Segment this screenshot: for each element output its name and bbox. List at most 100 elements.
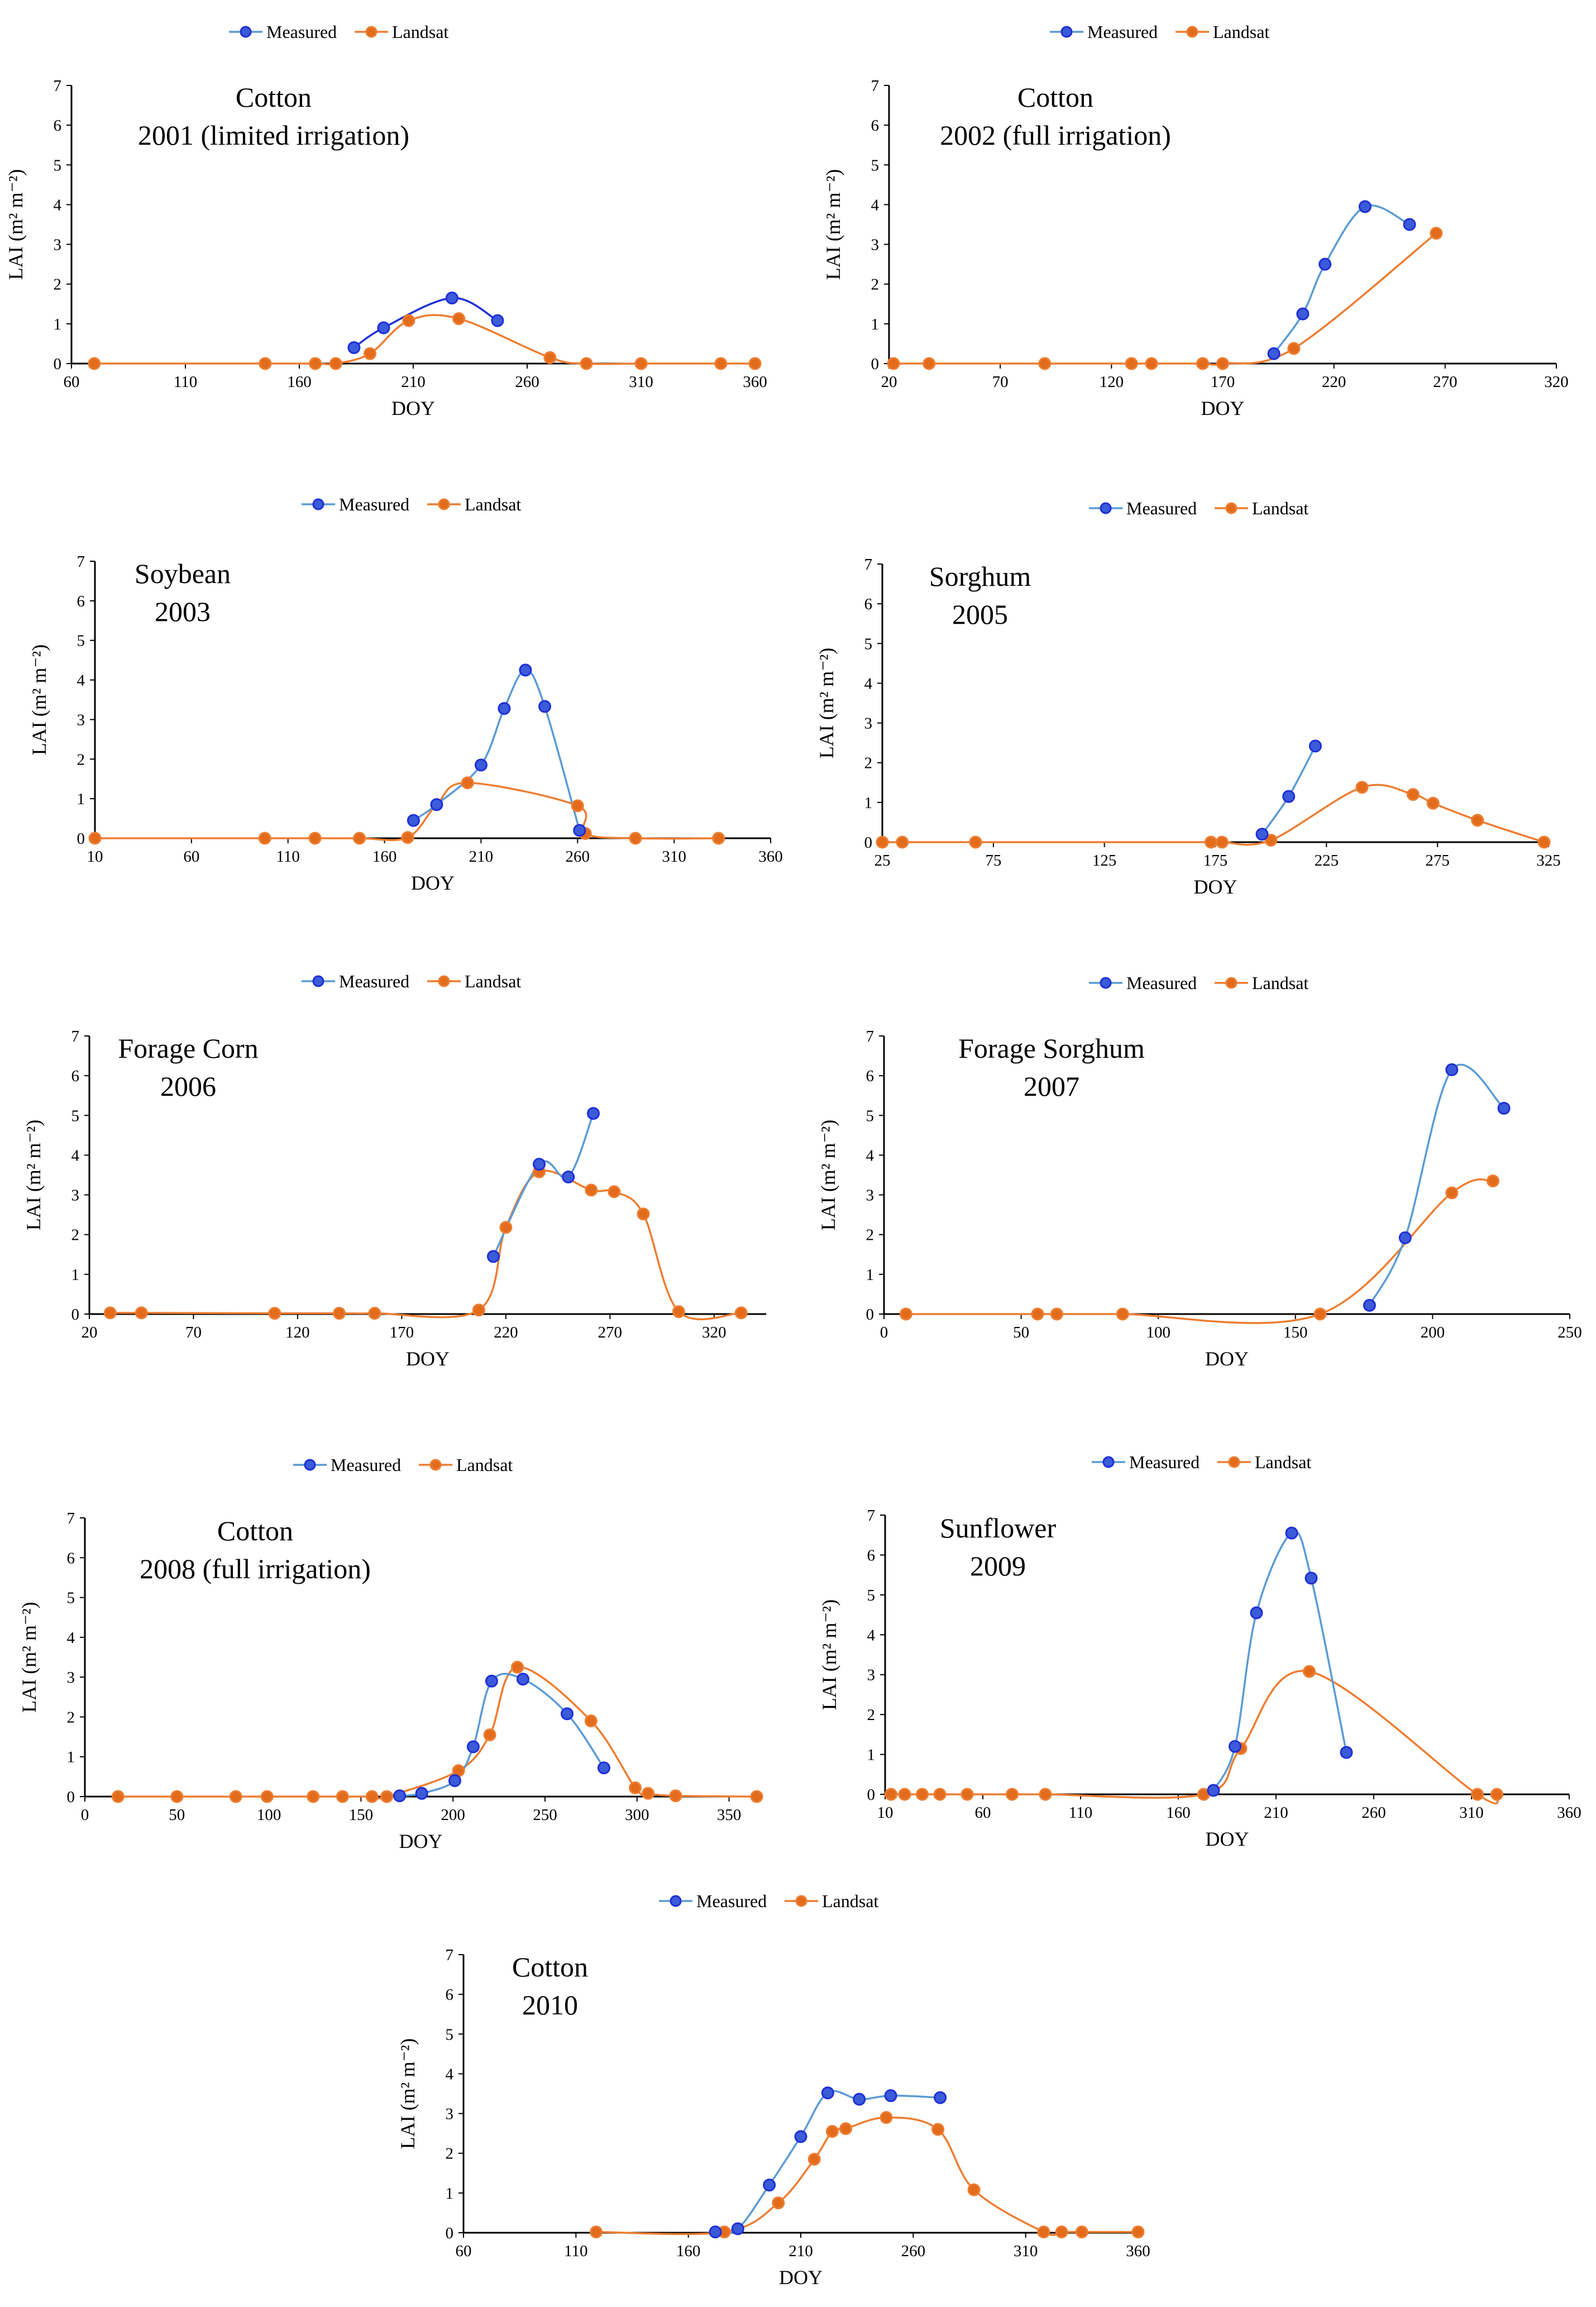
landsat-data-point xyxy=(899,1307,912,1321)
measured-data-point xyxy=(1358,200,1372,213)
landsat-data-point xyxy=(260,1790,274,1803)
y-tick-label: 5 xyxy=(54,156,62,174)
x-tick-label: 275 xyxy=(1425,852,1450,870)
x-tick-label: 0 xyxy=(81,1806,89,1824)
y-tick-label: 0 xyxy=(867,1786,876,1804)
measured-data-point xyxy=(1340,1746,1353,1759)
legend-landsat-label: Landsat xyxy=(822,1891,878,1911)
y-tick-label: 3 xyxy=(67,1669,75,1687)
y-tick-label: 2 xyxy=(867,1706,876,1724)
landsat-data-point xyxy=(969,835,982,849)
measured-data-point xyxy=(1308,739,1322,753)
chart-title-line: 2003 xyxy=(155,596,211,627)
landsat-data-point xyxy=(590,2225,603,2239)
landsat-data-point xyxy=(365,1790,379,1803)
legend-measured-marker-icon xyxy=(1060,26,1073,38)
y-tick-label: 7 xyxy=(871,77,880,95)
chart-panel-2: Measured Landsat 0 1 2 3 4 5 6 7 20 70 120 170 220 270 3… xyxy=(822,22,1569,419)
x-tick-label: 360 xyxy=(743,373,767,391)
y-tick-label: 6 xyxy=(54,117,62,135)
y-axis-label: LAI (m² m⁻²) xyxy=(817,1120,839,1231)
legend-measured-label: Measured xyxy=(1126,973,1197,993)
landsat-data-point xyxy=(608,1185,621,1198)
x-tick-label: 160 xyxy=(676,2242,701,2260)
landsat-data-point xyxy=(584,1714,598,1728)
x-tick-label: 200 xyxy=(441,1806,465,1824)
measured-data-point xyxy=(486,1250,500,1263)
chart-panel-4: Measured Landsat 0 1 2 3 4 5 6 7 25 75 125 175 225 275 3… xyxy=(815,498,1561,898)
measured-data-point xyxy=(377,321,390,335)
landsat-data-point xyxy=(543,351,557,364)
measured-series-line xyxy=(412,669,581,832)
x-axis-label: DOY xyxy=(779,2266,823,2289)
legend-measured-label: Measured xyxy=(1129,1452,1200,1472)
measured-data-point xyxy=(731,2222,744,2236)
chart-panel-9: Measured Landsat 0 1 2 3 4 5 6 7 60 110 160 210 260 310… xyxy=(396,1891,1150,2289)
landsat-data-point xyxy=(401,831,414,844)
landsat-data-point xyxy=(1486,1174,1499,1188)
y-tick-label: 0 xyxy=(71,1306,80,1324)
y-tick-label: 3 xyxy=(446,2105,454,2123)
legend-measured-marker-icon xyxy=(1100,502,1112,514)
measured-data-point xyxy=(466,1740,480,1754)
landsat-data-point xyxy=(511,1660,524,1674)
x-tick-label: 360 xyxy=(1126,2242,1150,2260)
landsat-data-point xyxy=(1038,357,1052,370)
y-tick-label: 5 xyxy=(867,1587,876,1604)
chart-panel-3: Measured Landsat 0 1 2 3 4 5 6 7 10 60 110 160 210 260 3… xyxy=(28,494,783,894)
landsat-data-point xyxy=(229,1790,242,1803)
measured-data-point xyxy=(415,1787,428,1800)
y-tick-label: 2 xyxy=(446,2145,454,2163)
y-tick-label: 0 xyxy=(871,355,880,373)
chart-title-line: 2002 (full irrigation) xyxy=(940,120,1171,151)
chart-panel-8: Measured Landsat 0 1 2 3 4 5 6 7 10 60 110 160 210 260 3… xyxy=(818,1452,1581,1850)
y-tick-label: 6 xyxy=(71,1067,80,1085)
chart-panel-7: Measured Landsat 0 1 2 3 4 5 6 7 0 50 100 150 200 250 30… xyxy=(18,1455,763,1852)
chart-title-line: Sunflower xyxy=(940,1512,1057,1544)
y-tick-label: 5 xyxy=(871,156,880,174)
landsat-series-line xyxy=(117,1666,758,1800)
legend: Measured Landsat xyxy=(1089,498,1308,518)
x-tick-label: 110 xyxy=(1069,1804,1092,1822)
measured-data-point xyxy=(491,314,504,327)
x-axis-label: DOY xyxy=(399,1830,443,1852)
measured-data-point xyxy=(1207,1784,1220,1797)
measured-data-point xyxy=(853,2093,866,2106)
y-tick-label: 4 xyxy=(67,1629,75,1647)
legend-measured-label: Measured xyxy=(696,1891,767,1911)
chart-title-line: Forage Sorghum xyxy=(958,1033,1145,1064)
legend-landsat-label: Landsat xyxy=(456,1455,513,1475)
legend: Measured Landsat xyxy=(229,22,448,42)
y-tick-label: 5 xyxy=(446,2026,454,2043)
measured-data-point xyxy=(794,2130,807,2143)
landsat-data-point xyxy=(1216,357,1229,370)
y-tick-label: 0 xyxy=(446,2224,454,2242)
landsat-data-point xyxy=(772,2196,785,2210)
landsat-series-line xyxy=(905,1178,1494,1324)
y-axis-label: LAI (m² m⁻²) xyxy=(815,648,838,759)
landsat-data-point xyxy=(714,357,728,370)
x-tick-label: 260 xyxy=(566,848,590,866)
landsat-data-point xyxy=(380,1790,394,1803)
chart-title-line: 2005 xyxy=(952,599,1008,630)
chart-title-line: 2007 xyxy=(1024,1071,1079,1102)
landsat-data-point xyxy=(1490,1788,1503,1801)
landsat-data-point xyxy=(825,2125,839,2138)
y-tick-label: 4 xyxy=(71,1147,80,1164)
measured-data-point xyxy=(498,702,511,715)
x-axis-label: DOY xyxy=(406,1348,450,1370)
x-tick-label: 250 xyxy=(1557,1324,1582,1341)
measured-data-point xyxy=(1267,347,1280,360)
x-tick-label: 20 xyxy=(82,1324,98,1341)
measured-data-point xyxy=(430,798,443,811)
x-axis-label: DOY xyxy=(1201,397,1245,419)
measured-data-point xyxy=(407,814,420,827)
y-tick-label: 5 xyxy=(866,1107,875,1125)
x-tick-label: 120 xyxy=(1100,373,1124,391)
landsat-series-line xyxy=(890,1670,1499,1804)
landsat-data-point xyxy=(629,832,642,845)
landsat-data-point xyxy=(916,1788,929,1801)
y-tick-label: 6 xyxy=(866,1067,875,1085)
landsat-data-point xyxy=(135,1306,148,1320)
